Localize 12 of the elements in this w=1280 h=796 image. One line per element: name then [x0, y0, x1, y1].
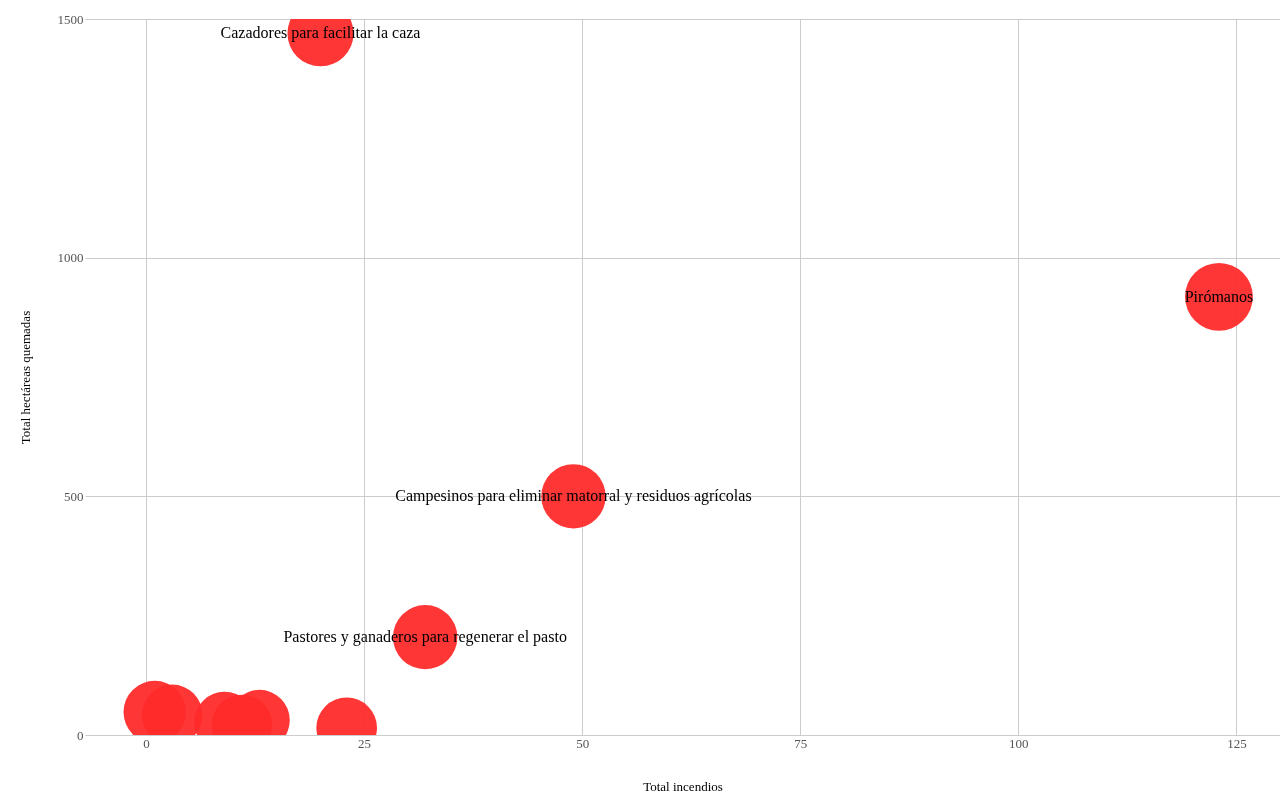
- x-tick-label: 100: [1009, 735, 1029, 751]
- x-tick-label: 125: [1227, 735, 1247, 751]
- y-tick-label: 1000: [57, 250, 84, 266]
- x-tick-label: 50: [576, 735, 590, 751]
- x-tick-label: 0: [143, 735, 150, 751]
- y-tick-label: 500: [64, 488, 84, 504]
- y-tick-label: 1500: [57, 11, 84, 27]
- y-axis-title: Total hectáreas quemadas: [17, 310, 33, 445]
- annotation: Pirómanos: [1184, 287, 1254, 305]
- x-tick-label: 75: [794, 735, 808, 751]
- x-tick-label: 25: [358, 735, 372, 751]
- x-axis-title: Total incendios: [643, 778, 723, 794]
